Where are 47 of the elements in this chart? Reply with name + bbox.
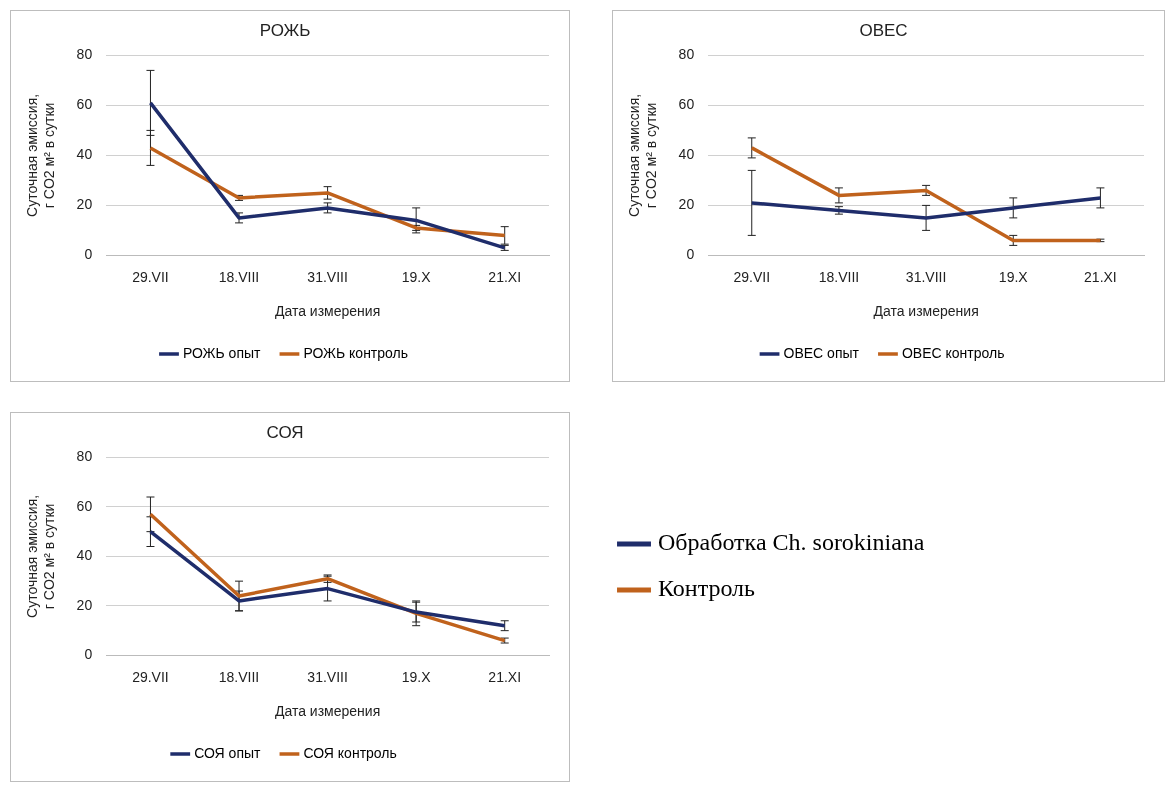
x-tick-label: 19.X [401, 668, 432, 685]
legend-label: СОЯ контроль [303, 744, 397, 761]
y-tick-label: 60 [76, 96, 93, 113]
y-tick-label: 40 [76, 146, 93, 163]
legend-label: РОЖЬ контроль [303, 344, 409, 361]
y-tick-label: 80 [678, 46, 695, 63]
x-tick-label: 18.VIII [818, 268, 860, 285]
legend-label: СОЯ опыт [194, 744, 262, 761]
y-tick-label: 40 [678, 146, 695, 163]
x-tick-label: 21.XI [488, 668, 522, 685]
y-tick-label: 40 [76, 547, 93, 564]
x-tick-label: 29.VII [132, 668, 169, 685]
legend-label: РОЖЬ опыт [182, 344, 262, 361]
x-tick-label: 19.X [401, 268, 432, 285]
legend-label: Контроль [658, 575, 756, 602]
y-tick-label: 80 [76, 448, 93, 465]
legend-label: Обработка Ch. sorokiniana [658, 529, 925, 556]
x-tick-label: 18.VIII [218, 268, 260, 285]
y-tick-label: 20 [76, 596, 93, 613]
legend-label: ОВЕС опыт [783, 344, 860, 361]
x-axis-title: Дата измерения [274, 703, 381, 720]
x-tick-label: 21.XI [1084, 268, 1117, 285]
chart-title: РОЖЬ [259, 20, 311, 40]
y-tick-label: 0 [84, 246, 93, 263]
y-tick-label: 0 [686, 246, 695, 263]
y-tick-label: 0 [84, 646, 93, 663]
x-tick-label: 18.VIII [218, 668, 260, 685]
x-axis-title: Дата измерения [274, 303, 381, 320]
y-tick-label: 20 [678, 196, 695, 213]
y-tick-label: 60 [678, 96, 695, 113]
chart-title: СОЯ [266, 422, 304, 442]
y-axis-title: Суточная эмиссия, г CO2 м² в сутки [24, 494, 58, 618]
y-tick-label: 80 [76, 46, 93, 63]
x-tick-label: 31.VIII [905, 268, 947, 285]
x-tick-label: 21.XI [488, 268, 522, 285]
x-tick-label: 31.VIII [307, 668, 348, 685]
legend-label: ОВЕС контроль [901, 344, 1005, 361]
x-tick-label: 29.VII [733, 268, 771, 285]
x-tick-label: 29.VII [132, 268, 169, 285]
y-tick-label: 60 [76, 497, 93, 514]
y-axis-title: Суточная эмиссия, г CO2 м² в сутки [626, 93, 660, 217]
y-tick-label: 20 [76, 196, 93, 213]
y-axis-title: Суточная эмиссия, г CO2 м² в сутки [24, 93, 58, 217]
chart-title: ОВЕС [859, 20, 908, 40]
x-axis-title: Дата измерения [873, 303, 979, 320]
x-tick-label: 19.X [998, 268, 1029, 285]
x-tick-label: 31.VIII [307, 268, 348, 285]
